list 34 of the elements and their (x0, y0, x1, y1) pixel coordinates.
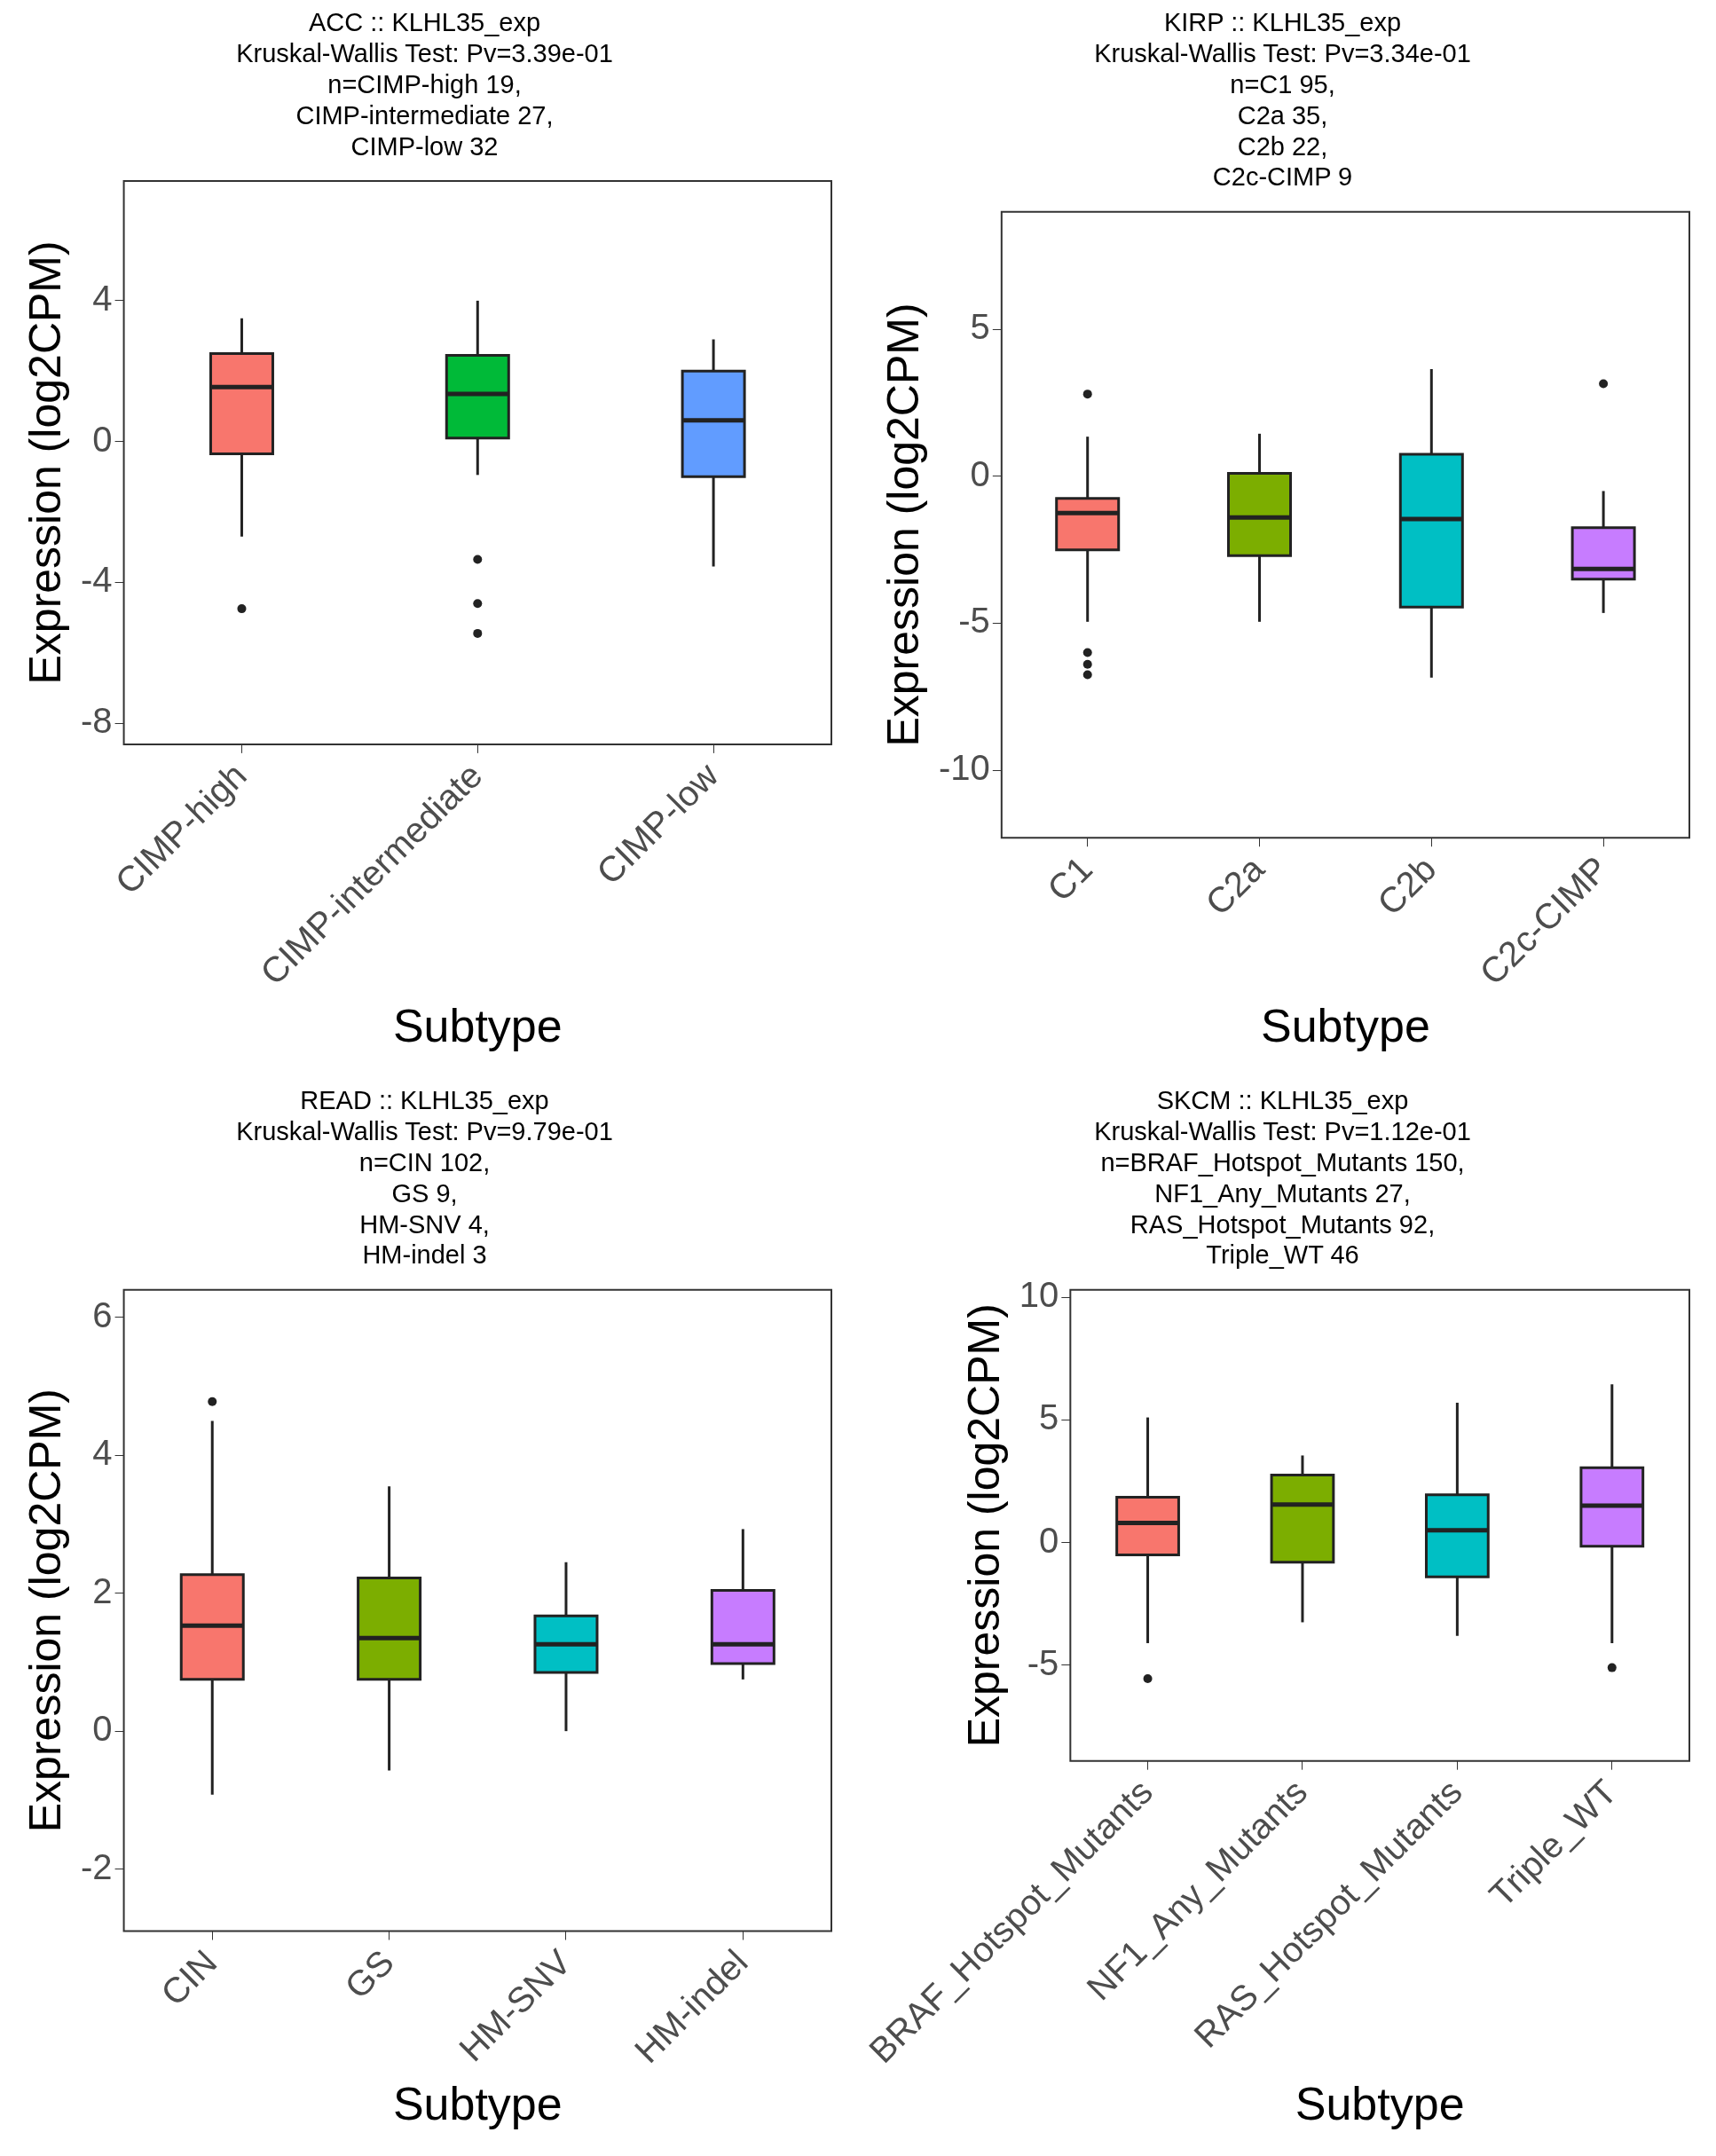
x-tick-label: C2a (1197, 848, 1272, 923)
y-tick-label: 5 (1039, 1397, 1059, 1437)
chart-title: SKCM :: KLHL35_exp Kruskal-Wallis Test: Pv=1.12e-01 n=BRAF_Hotspot_Mutants 150, NF1_Any_Mutants 27, RAS_Hotspot_Mutants 92, Triple_WT 46 (1094, 1086, 1471, 1270)
y-axis-title: Expression (log2CPM) (20, 240, 70, 685)
x-axis-title: Subtype (1261, 1000, 1430, 1052)
y-axis-title: Expression (log2CPM) (878, 303, 928, 747)
x-axis-title: Subtype (392, 1000, 563, 1052)
y-tick-label: 0 (970, 453, 990, 493)
x-tick-label: CIN (153, 1941, 224, 2013)
y-tick-label: -10 (939, 748, 990, 788)
chart-title: ACC :: KLHL35_exp Kruskal-Wallis Test: Pv=3.39e-01 n=CIMP-high 19, CIMP-intermediate 27, CIMP-low 32 (236, 8, 613, 161)
y-tick-label: 4 (92, 278, 113, 318)
x-tick-label: C2b (1369, 848, 1444, 923)
y-tick-label: -5 (1027, 1642, 1059, 1682)
y-tick-label: 10 (1019, 1275, 1059, 1315)
y-tick-label: 0 (1039, 1520, 1059, 1560)
y-tick-label: -8 (80, 701, 113, 741)
y-tick-label: -5 (958, 601, 990, 641)
y-tick-label: 2 (92, 1570, 113, 1610)
x-tick-label: GS (337, 1941, 402, 2006)
x-axis-title: Subtype (392, 2078, 563, 2130)
y-tick-label: -2 (80, 1846, 113, 1886)
y-axis-title: Expression (log2CPM) (20, 1389, 70, 1833)
y-tick-label: -4 (80, 560, 113, 600)
y-tick-label: 0 (92, 419, 113, 459)
y-tick-label: 4 (92, 1433, 113, 1473)
y-axis-title: Expression (log2CPM) (958, 1303, 1009, 1748)
y-tick-label: 5 (970, 307, 990, 347)
y-tick-label: 0 (92, 1709, 113, 1749)
chart-title: READ :: KLHL35_exp Kruskal-Wallis Test: Pv=9.79e-01 n=CIN 102, GS 9, HM-SNV 4, HM-indel 3 (236, 1086, 613, 1270)
chart-title: KIRP :: KLHL35_exp Kruskal-Wallis Test: Pv=3.34e-01 n=C1 95, C2a 35, C2b 22, C2c-CIMP 9 (1094, 8, 1471, 192)
x-axis-title: Subtype (1295, 2078, 1465, 2130)
x-tick-label: C1 (1039, 848, 1100, 909)
y-tick-label: 6 (92, 1294, 113, 1334)
